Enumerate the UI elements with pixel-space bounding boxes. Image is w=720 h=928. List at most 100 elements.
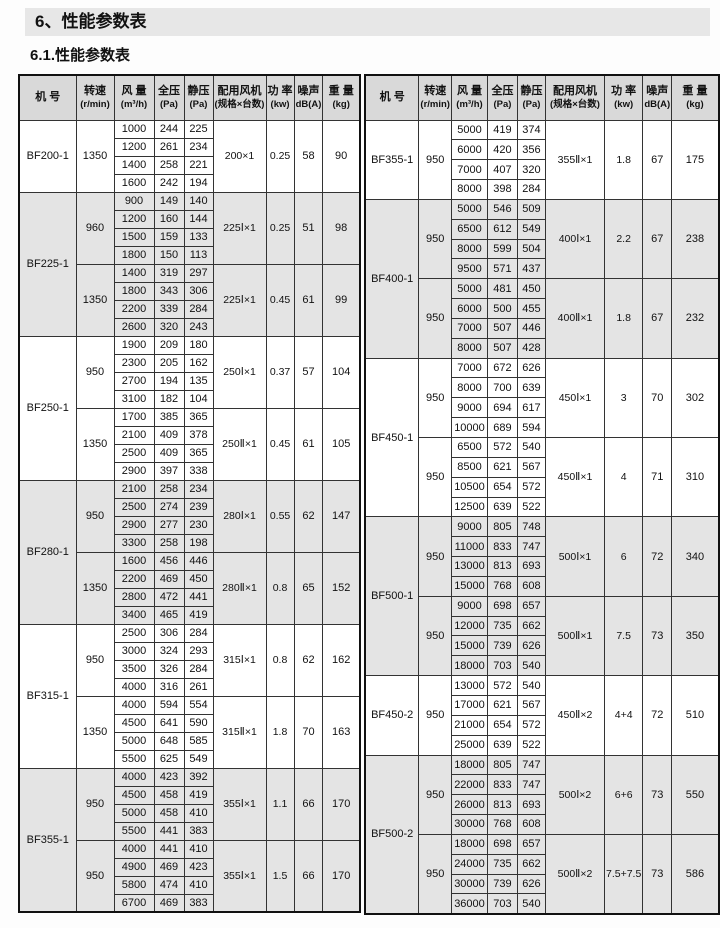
static-pressure-cell: 293 (183, 641, 214, 661)
table-row: 5500 441 383 (19, 821, 360, 841)
page-title: 6、性能参数表 (35, 12, 147, 31)
power-cell: 1.8 (603, 278, 644, 359)
static-pressure-cell: 356 (516, 139, 546, 161)
power-cell: 3 (603, 357, 644, 439)
total-pressure-cell: 423 (153, 767, 185, 787)
total-pressure-cell: 205 (153, 353, 185, 373)
column-header: 风 量 (m³/h) (450, 74, 488, 121)
model-cell: BF450-2 (364, 675, 420, 756)
static-pressure-cell: 572 (516, 714, 546, 736)
airflow-cell: 18000 (450, 754, 488, 776)
table-row: BF450-1 950 7000 672 626 450Ⅰ×1 3 70 302 (364, 357, 720, 518)
table-row: 17000 621 567 (365, 694, 719, 716)
table-row: 5000 458 410 (19, 803, 360, 823)
noise-cell: 62 (293, 623, 324, 697)
airflow-cell: 5000 (450, 119, 488, 141)
airflow-cell: 36000 (450, 893, 488, 915)
power-cell: 7.5 (603, 595, 644, 677)
table-row: BF450-2 950 13000 572 540 450Ⅱ×2 4+4 72 510 (364, 675, 720, 756)
airflow-cell: 2200 (113, 569, 155, 589)
table-row: 24000 735 662 (365, 853, 719, 875)
model-cell: BF500-2 (364, 754, 420, 915)
column-header: 重 量 (kg) (322, 74, 361, 121)
static-pressure-cell: 626 (516, 635, 546, 657)
total-pressure-cell: 150 (153, 245, 185, 265)
fan-spec-cell: 500Ⅱ×2 (544, 833, 605, 915)
total-pressure-cell: 700 (486, 377, 518, 399)
static-pressure-cell: 594 (516, 417, 546, 438)
static-pressure-cell: 747 (516, 774, 546, 796)
noise-cell: 61 (293, 407, 324, 481)
airflow-cell: 17000 (450, 694, 488, 716)
total-pressure-cell: 621 (486, 694, 518, 716)
total-pressure-cell: 324 (153, 641, 185, 661)
total-pressure-cell: 654 (486, 714, 518, 736)
table-row: BF250-1 950 1900 209 180 250Ⅰ×1 0.37 57 104 (18, 335, 361, 481)
weight-cell: 152 (322, 551, 361, 625)
table-row: 950 4000 441 410 355Ⅰ×1 1.5 66 170 (19, 839, 361, 913)
total-pressure-cell: 465 (153, 605, 185, 625)
static-pressure-cell: 284 (183, 623, 214, 643)
airflow-cell: 30000 (450, 873, 488, 895)
total-pressure-cell: 546 (486, 198, 518, 220)
total-pressure-cell: 320 (153, 317, 185, 337)
column-header: 全压 (Pa) (486, 74, 518, 121)
static-pressure-cell: 113 (183, 245, 214, 265)
static-pressure-cell: 383 (183, 893, 214, 913)
airflow-cell: 1000 (113, 119, 155, 139)
airflow-cell: 2700 (113, 371, 155, 391)
model-cell: BF450-1 (364, 357, 420, 518)
table-row: 10500 654 572 (365, 476, 719, 498)
fan-spec-cell: 500Ⅰ×2 (544, 754, 605, 835)
static-pressure-cell: 693 (516, 556, 546, 577)
airflow-cell: 5000 (113, 731, 155, 751)
static-pressure-cell: 194 (183, 173, 214, 193)
model-cell: BF250-1 (18, 335, 77, 481)
airflow-cell: 30000 (450, 814, 488, 835)
noise-cell: 51 (293, 191, 324, 265)
total-pressure-cell: 194 (153, 371, 185, 391)
airflow-cell: 15000 (450, 575, 488, 597)
total-pressure-cell: 833 (486, 774, 518, 796)
total-pressure-cell: 397 (153, 461, 185, 481)
weight-cell: 170 (322, 839, 361, 913)
speed-cell: 950 (418, 119, 452, 200)
power-cell: 7.5+7.5 (603, 833, 644, 915)
table-row: 1500 159 133 (19, 227, 360, 247)
column-header: 静压 (Pa) (516, 74, 546, 121)
static-pressure-cell: 410 (183, 803, 214, 823)
weight-cell: 510 (671, 675, 720, 756)
fan-spec-cell: 250Ⅰ×1 (212, 335, 267, 409)
table-row: 950 5000 481 450 400Ⅱ×1 1.8 67 232 (365, 278, 720, 359)
table-row: BF315-1 950 2500 306 284 315Ⅰ×1 0.8 62 162 (18, 623, 361, 769)
static-pressure-cell: 225 (183, 119, 214, 139)
static-pressure-cell: 626 (516, 357, 546, 379)
speed-cell: 950 (418, 436, 452, 518)
table-row: 8500 621 567 (365, 456, 719, 478)
noise-cell: 67 (642, 119, 673, 200)
total-pressure-cell: 572 (486, 437, 518, 458)
static-pressure-cell: 748 (516, 516, 546, 538)
static-pressure-cell: 572 (516, 476, 546, 498)
airflow-cell: 9500 (450, 258, 488, 280)
airflow-cell: 12500 (450, 496, 488, 518)
table-row: 2200 339 284 (19, 299, 360, 319)
airflow-cell: 4000 (113, 695, 155, 715)
static-pressure-cell: 284 (516, 179, 546, 200)
airflow-cell: 5500 (113, 749, 155, 769)
static-pressure-cell: 234 (183, 479, 214, 499)
model-cell: BF355-1 (18, 767, 77, 913)
airflow-cell: 18000 (450, 655, 488, 677)
total-pressure-cell: 639 (486, 496, 518, 518)
airflow-cell: 25000 (450, 734, 488, 756)
speed-cell: 950 (418, 833, 452, 915)
total-pressure-cell: 385 (153, 407, 185, 427)
airflow-cell: 8000 (450, 377, 488, 399)
airflow-cell: 21000 (450, 714, 488, 736)
airflow-cell: 1200 (113, 137, 155, 157)
param-table-left: 机 号转速 (r/min) 风 量 (m³/h) 全压 (Pa) 静压 (Pa) 配用风机 (规格… (18, 74, 361, 913)
table-row: 5800 474 410 (19, 875, 360, 895)
static-pressure-cell: 540 (516, 655, 546, 677)
weight-cell: 105 (322, 407, 361, 481)
total-pressure-cell: 319 (153, 263, 185, 283)
